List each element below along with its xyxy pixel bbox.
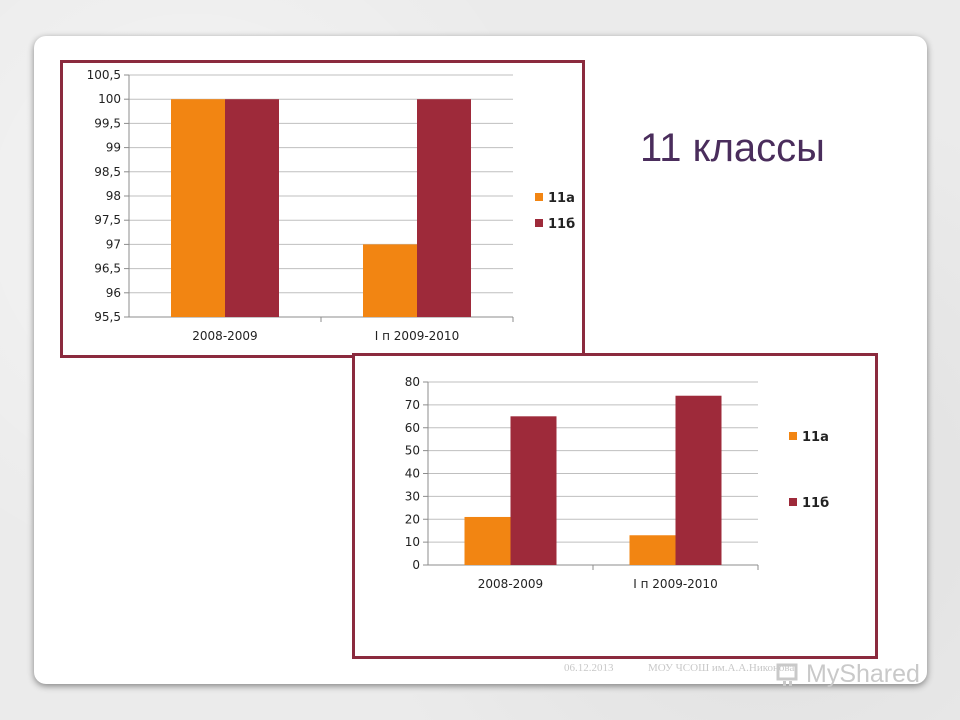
- x-tick-label: I п 2009-2010: [375, 329, 459, 343]
- y-tick-label: 0: [412, 558, 420, 572]
- y-tick-label: 96,5: [94, 262, 121, 276]
- y-tick-label: 80: [405, 375, 420, 389]
- watermark-logo: MyShared: [776, 660, 920, 689]
- chart-2008-2010-top: 95,5 96 96,5 97 97,5 98 98,5 99 99,5 100 100,5 2008…: [60, 60, 585, 358]
- y-tick-label: 30: [405, 489, 420, 503]
- legend-label: 11б: [802, 496, 829, 511]
- watermark-text: MyShared: [806, 660, 920, 688]
- chart-2008-2010-bottom: 0 10 20 30 40 50 60 70 80 2008-2009 I п 2009-2010 1…: [352, 353, 878, 659]
- y-tick-label: 100,5: [87, 68, 121, 82]
- y-tick-label: 99,5: [94, 116, 121, 130]
- y-tick-label: 50: [405, 444, 420, 458]
- bar: [363, 244, 417, 317]
- bar-chart-svg: 95,5 96 96,5 97 97,5 98 98,5 99 99,5 100 100,5 2008…: [87, 68, 576, 343]
- legend-swatch: [535, 193, 543, 201]
- legend-label: 11б: [548, 217, 575, 232]
- presentation-icon: [776, 663, 798, 686]
- y-tick-label: 97,5: [94, 213, 121, 227]
- footer-organization: МОУ ЧСОШ им.А.А.Никонова: [648, 662, 795, 674]
- y-tick-label: 95,5: [94, 310, 121, 324]
- y-tick-label: 20: [405, 512, 420, 526]
- bar: [675, 395, 722, 565]
- y-tick-label: 40: [405, 467, 420, 481]
- y-tick-label: 70: [405, 398, 420, 412]
- legend-swatch: [789, 432, 797, 440]
- y-tick-label: 96: [106, 286, 121, 300]
- bar: [464, 516, 511, 565]
- legend-swatch: [535, 219, 543, 227]
- y-tick-label: 98: [106, 189, 121, 203]
- y-tick-label: 60: [405, 421, 420, 435]
- bar: [225, 99, 279, 317]
- y-tick-label: 100: [98, 92, 121, 106]
- bar: [510, 416, 557, 565]
- legend-label: 11а: [802, 430, 829, 445]
- x-tick-label: I п 2009-2010: [633, 577, 717, 591]
- bar-chart-svg: 0 10 20 30 40 50 60 70 80 2008-2009 I п 2009-2010 1…: [405, 375, 829, 591]
- x-tick-label: 2008-2009: [192, 329, 257, 343]
- slide-title: 11 классы: [640, 126, 825, 170]
- bar: [629, 535, 676, 565]
- y-tick-label: 97: [106, 237, 121, 251]
- y-tick-label: 10: [405, 535, 420, 549]
- footer-date: 06.12.2013: [564, 662, 614, 674]
- x-tick-label: 2008-2009: [478, 577, 543, 591]
- y-tick-label: 98,5: [94, 165, 121, 179]
- legend-label: 11а: [548, 191, 575, 206]
- bar: [417, 99, 471, 317]
- bar: [171, 99, 225, 317]
- legend-swatch: [789, 498, 797, 506]
- y-tick-label: 99: [106, 141, 121, 155]
